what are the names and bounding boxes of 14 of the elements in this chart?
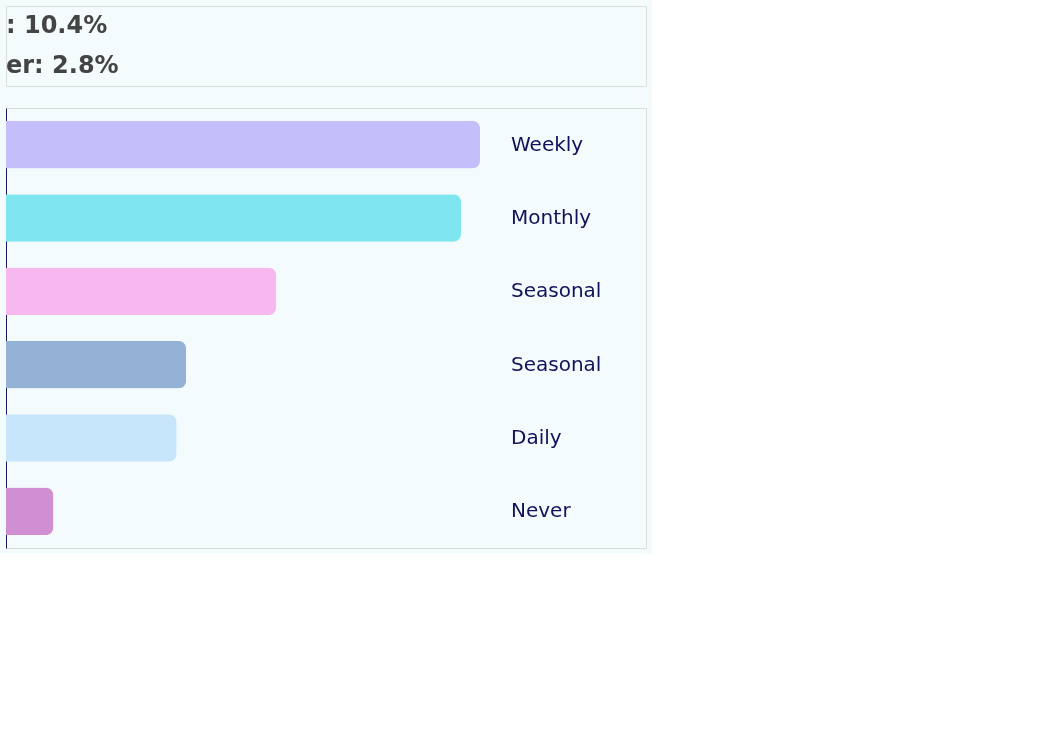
y-tick-label: Daily: [511, 425, 562, 449]
y-tick-label: Monthly: [511, 205, 592, 229]
y-tick-label: Weekly: [511, 131, 584, 156]
text: er: 2.8%: [6, 51, 119, 79]
y-tick-label: Never: [511, 498, 572, 523]
text: : 10.4%: [6, 11, 108, 39]
bar: [6, 267, 277, 316]
bar: [6, 414, 177, 462]
y-tick-label: Seasonal: [511, 278, 602, 303]
bar: [6, 120, 481, 169]
bar: [6, 340, 187, 389]
bar: [6, 194, 462, 242]
y-tick-label: Seasonal: [511, 351, 602, 376]
bar: [6, 487, 54, 536]
